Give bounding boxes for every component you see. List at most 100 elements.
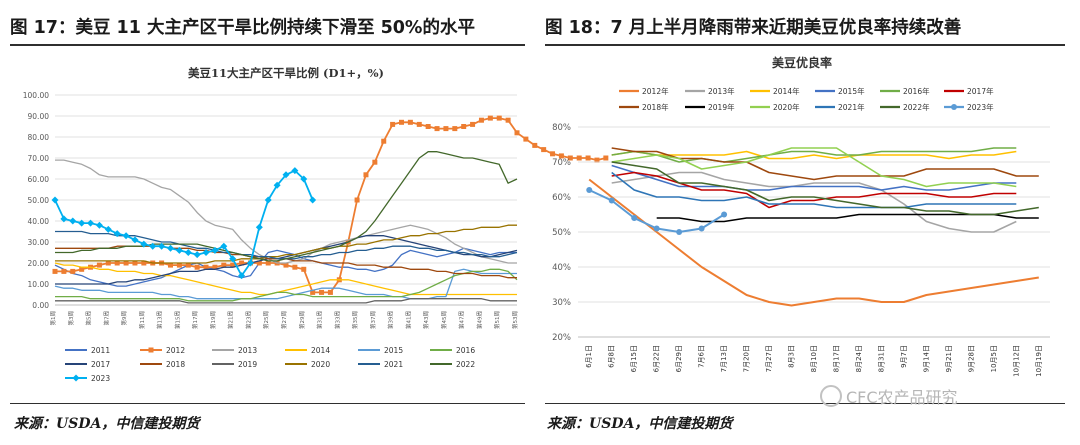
series-2012-point: [301, 266, 307, 272]
x-tick-label: 第53周: [511, 311, 519, 329]
legend-label: 2012: [166, 346, 185, 355]
series-2023-point: [300, 175, 308, 183]
chart-title: 美豆11大主产区干旱比例 (D1+，%): [188, 66, 384, 80]
series-2023年-point: [698, 225, 705, 232]
x-tick-label: 6月29日: [675, 345, 683, 372]
series-2012-point: [203, 264, 209, 270]
series-2023-point: [184, 249, 192, 256]
left-figure-title: 图 17：美豆 11 大主产区干旱比例持续下滑至 50%的水平: [10, 18, 475, 38]
series-2022-line: [55, 151, 518, 262]
series-2023年-point: [653, 225, 660, 232]
x-tick-label: 第23周: [244, 311, 252, 329]
y-tick-label: 0.00: [32, 301, 49, 310]
legend-marker: [148, 347, 154, 353]
x-tick-label: 第51周: [493, 311, 501, 329]
series-2023-point: [202, 249, 210, 256]
series-2023-point: [78, 219, 86, 227]
x-tick-label: 第31周: [316, 311, 324, 329]
watermark: CFC农产品研究: [820, 384, 958, 408]
legend-label: 2017: [91, 360, 110, 369]
series-2023-point: [238, 272, 246, 280]
series-2016-line: [55, 268, 518, 302]
legend-label: 2014年: [773, 86, 800, 96]
series-2012-point: [265, 260, 271, 266]
series-2012-point: [399, 119, 404, 125]
wechat-icon: [820, 385, 842, 407]
x-tick-label: 第15周: [173, 311, 181, 329]
series-2012-point: [292, 264, 298, 270]
series-2012-point: [221, 262, 227, 268]
legend-label: 2020: [311, 360, 330, 369]
legend-label: 2015年: [838, 86, 865, 96]
series-2023-point: [255, 223, 263, 231]
legend-label: 2022年: [903, 102, 930, 112]
series-2023-point: [140, 240, 148, 248]
x-tick-label: 8月3日: [788, 345, 796, 368]
legend-label: 2016: [456, 346, 475, 355]
legend-label: 2015: [384, 346, 403, 355]
series-2012-point: [363, 172, 369, 178]
right-figure-title: 图 18：7 月上半月降雨带来近期美豆优良率持续改善: [545, 18, 962, 38]
legend-label: 2012年: [642, 86, 669, 96]
x-tick-label: 第13周: [156, 311, 164, 329]
series-2012-point: [585, 155, 591, 161]
series-2012-point: [523, 136, 529, 142]
legend-label: 2019: [238, 360, 257, 369]
x-tick-label: 第9周: [120, 311, 128, 326]
watermark-text: CFC农产品研究: [846, 388, 958, 407]
x-tick-label: 第17周: [191, 311, 199, 329]
legend-label: 2023年: [967, 102, 994, 112]
x-tick-label: 7月6日: [698, 345, 706, 368]
x-tick-label: 7月27日: [765, 345, 773, 372]
right-source-rule: [545, 403, 1065, 404]
y-tick-label: 80%: [552, 123, 571, 133]
x-tick-label: 第39周: [387, 311, 395, 329]
x-tick-label: 7月20日: [743, 345, 751, 372]
legend-label: 2020年: [773, 102, 800, 112]
series-2023-point: [158, 242, 166, 250]
series-2012-point: [123, 260, 129, 266]
series-2012-point: [452, 126, 458, 132]
series-2023-point: [211, 246, 219, 254]
series-2012-point: [443, 126, 449, 132]
y-tick-label: 50%: [552, 228, 571, 238]
series-2023-point: [273, 181, 281, 189]
chart-title: 美豆优良率: [772, 55, 832, 70]
x-tick-label: 第37周: [369, 311, 377, 329]
x-tick-label: 第21周: [227, 311, 235, 329]
x-tick-label: 6月22日: [653, 345, 661, 372]
series-2012-point: [70, 268, 76, 274]
series-2012-point: [487, 115, 493, 121]
series-2023年-point: [676, 229, 683, 235]
y-tick-label: 50.00: [28, 196, 50, 205]
series-2013年-line: [611, 171, 1017, 233]
y-tick-label: 20.00: [28, 259, 50, 268]
x-tick-label: 第33周: [333, 311, 341, 329]
series-2020-line: [55, 224, 517, 264]
series-2023-point: [309, 196, 317, 204]
series-2023-point: [60, 215, 68, 223]
series-2012-point: [114, 260, 120, 266]
series-2017年-line: [611, 171, 1017, 209]
legend-label: 2021年: [838, 102, 865, 112]
left-figure-panel: 图 17：美豆 11 大主产区干旱比例持续下滑至 50%的水平 来源：USDA，…: [0, 0, 535, 445]
series-2017-line: [55, 235, 518, 285]
left-source-rule: [10, 403, 525, 404]
series-2013-line: [55, 159, 517, 264]
y-tick-label: 40%: [552, 263, 571, 273]
series-2023-point: [264, 196, 272, 204]
series-2012年-line: [588, 178, 1039, 307]
series-2012-point: [390, 121, 396, 127]
series-2021年-line: [611, 171, 1017, 209]
x-tick-label: 第45周: [440, 311, 448, 329]
series-2012-point: [283, 262, 289, 268]
series-2012-point: [514, 130, 520, 136]
x-tick-label: 第43周: [422, 311, 430, 329]
x-tick-label: 10月12日: [1012, 345, 1020, 377]
x-tick-label: 6月8日: [608, 345, 616, 368]
series-2012-point: [230, 262, 236, 268]
series-2023年-point: [721, 211, 728, 218]
series-2016年-line: [611, 147, 1017, 163]
x-tick-label: 第11周: [138, 311, 146, 329]
